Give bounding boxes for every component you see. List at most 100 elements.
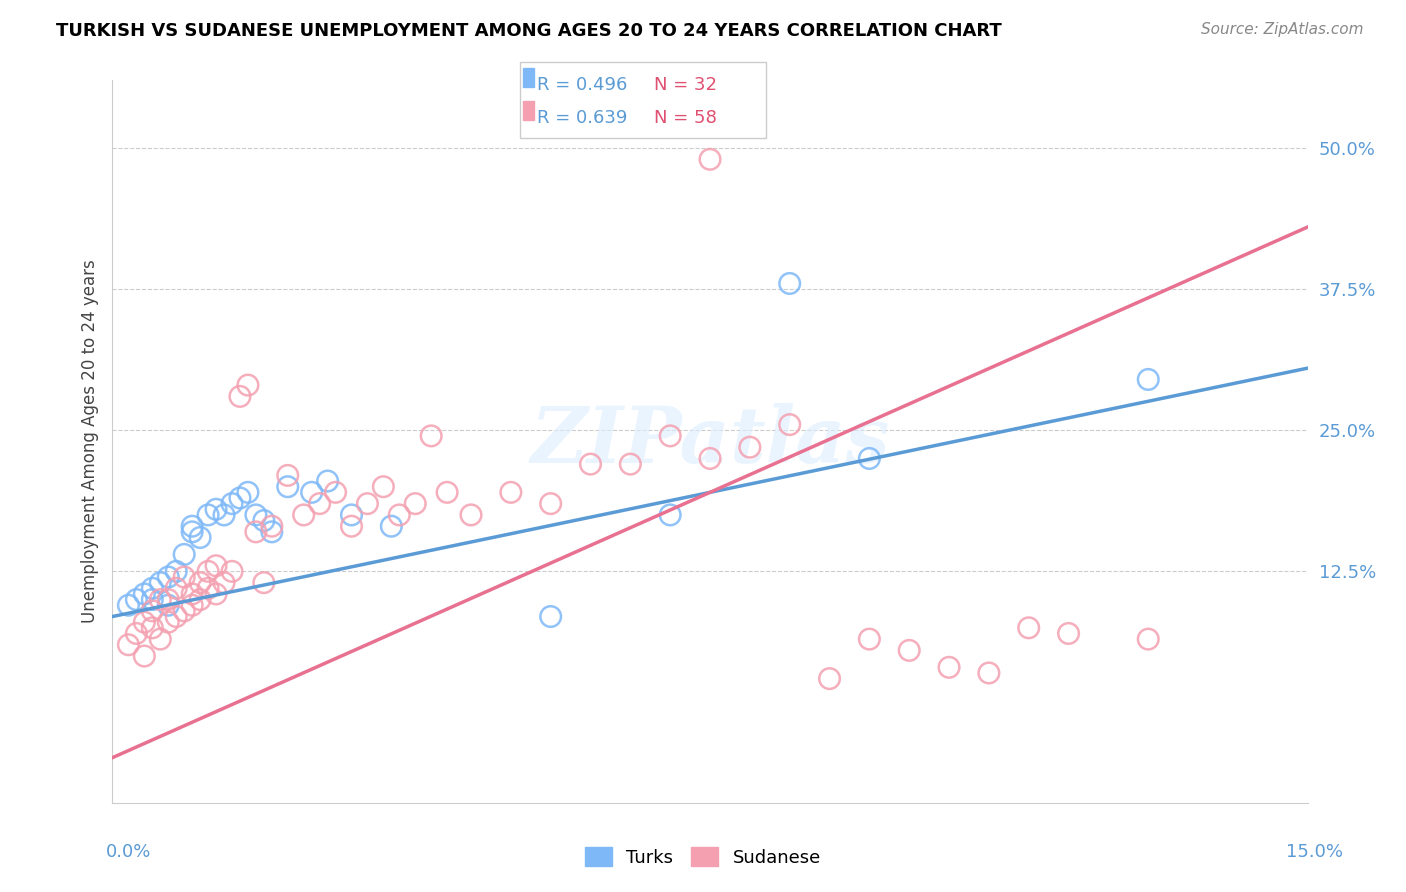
Point [181,519,204,533]
Point [420,429,443,443]
Point [938,660,960,674]
Point [173,570,195,584]
Point [236,378,259,392]
Point [1018,621,1040,635]
Point [205,558,228,573]
Point [141,604,163,618]
Text: R = 0.639: R = 0.639 [537,109,627,127]
Point [141,582,163,596]
Point [436,485,458,500]
Point [292,508,315,522]
Point [779,417,801,432]
Point [340,519,363,533]
Point [134,587,156,601]
Point [125,626,148,640]
Point [229,389,252,403]
Point [181,587,204,601]
Point [157,592,180,607]
Point [188,592,211,607]
Point [738,440,761,454]
Point [125,592,148,607]
Point [205,587,228,601]
Point [149,575,172,590]
Point [117,638,139,652]
Point [157,615,180,630]
Y-axis label: Unemployment Among Ages 20 to 24 years: Unemployment Among Ages 20 to 24 years [80,260,98,624]
Point [173,604,195,618]
Point [540,497,562,511]
Point [245,508,267,522]
Point [858,632,880,646]
Point [165,609,187,624]
Point [316,474,339,488]
Point [245,524,267,539]
Point [540,609,562,624]
Point [277,468,299,483]
Point [388,508,411,522]
Point [373,480,395,494]
Point [1057,626,1080,640]
Point [205,502,228,516]
Point [1137,632,1160,646]
Point [212,508,235,522]
Point [818,672,841,686]
Point [325,485,347,500]
Point [221,497,243,511]
Text: N = 32: N = 32 [654,76,717,94]
Text: ZIPatlas: ZIPatlas [530,403,890,480]
Point [579,457,602,471]
Point [181,599,204,613]
Point [699,451,721,466]
Point [253,514,276,528]
Point [221,565,243,579]
Point [173,548,195,562]
Text: TURKISH VS SUDANESE UNEMPLOYMENT AMONG AGES 20 TO 24 YEARS CORRELATION CHART: TURKISH VS SUDANESE UNEMPLOYMENT AMONG A… [56,22,1002,40]
Point [499,485,522,500]
Text: Source: ZipAtlas.com: Source: ZipAtlas.com [1201,22,1364,37]
Point [699,153,721,167]
Point [157,570,180,584]
Point [858,451,880,466]
Point [212,575,235,590]
Point [157,599,180,613]
Point [404,497,426,511]
Point [236,485,259,500]
Legend: Turks, Sudanese: Turks, Sudanese [578,840,828,874]
Point [260,519,283,533]
Point [188,575,211,590]
Point [460,508,482,522]
Point [659,429,682,443]
Point [197,582,219,596]
Text: 0.0%: 0.0% [105,843,150,861]
Text: N = 58: N = 58 [654,109,717,127]
Point [165,582,187,596]
Point [260,524,283,539]
Point [117,599,139,613]
Point [356,497,378,511]
Point [308,497,330,511]
Point [898,643,921,657]
Point [165,565,187,579]
Point [779,277,801,291]
Point [301,485,323,500]
Point [277,480,299,494]
Point [181,524,204,539]
Point [659,508,682,522]
Point [149,592,172,607]
Point [149,632,172,646]
Point [253,575,276,590]
Point [340,508,363,522]
Point [141,621,163,635]
Point [134,648,156,663]
Point [229,491,252,505]
Text: 15.0%: 15.0% [1285,843,1343,861]
Point [1137,372,1160,386]
Point [619,457,641,471]
Point [197,565,219,579]
Point [977,665,1000,680]
Point [188,531,211,545]
Point [134,615,156,630]
Point [197,508,219,522]
Point [141,592,163,607]
Point [380,519,402,533]
